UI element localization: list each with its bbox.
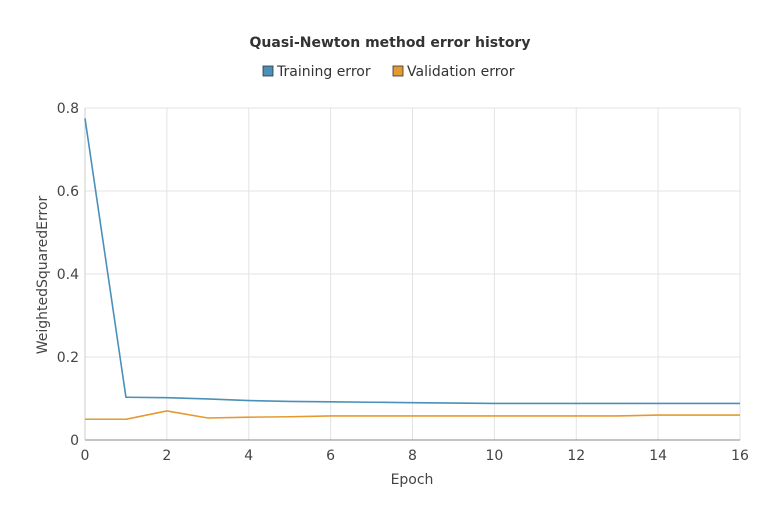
x-tick-label: 8 bbox=[408, 448, 417, 464]
axes: 0 2 4 6 8 10 12 14 16 0 0.2 0.4 0.6 0.8 bbox=[57, 101, 749, 464]
series-line-1 bbox=[85, 410, 740, 421]
legend-item[interactable]: Validation error bbox=[392, 64, 515, 80]
chart-title: Quasi-Newton method error history bbox=[250, 35, 531, 51]
y-tick-label: 0.6 bbox=[57, 184, 79, 200]
x-tick-label: 2 bbox=[162, 448, 171, 464]
x-tick-label: 16 bbox=[731, 448, 749, 464]
x-tick-label: 6 bbox=[326, 448, 335, 464]
y-tick-label: 0.8 bbox=[57, 101, 79, 117]
x-tick-label: 4 bbox=[244, 448, 253, 464]
legend-swatch bbox=[392, 65, 404, 77]
y-tick-label: 0.4 bbox=[57, 267, 79, 283]
x-tick-label: 12 bbox=[567, 448, 585, 464]
legend-swatch bbox=[262, 65, 274, 77]
grid bbox=[84, 107, 741, 441]
legend: Training error Validation error bbox=[262, 64, 515, 80]
x-axis-label: Epoch bbox=[391, 472, 434, 488]
legend-label: Training error bbox=[276, 64, 371, 80]
series-layer bbox=[84, 118, 740, 421]
legend-item[interactable]: Training error bbox=[262, 64, 371, 80]
x-tick-label: 10 bbox=[485, 448, 503, 464]
y-axis-label: WeightedSquaredError bbox=[35, 195, 51, 354]
series-line-0 bbox=[84, 118, 740, 405]
y-tick-label: 0.2 bbox=[57, 350, 79, 366]
legend-label: Validation error bbox=[407, 64, 515, 80]
x-tick-label: 14 bbox=[649, 448, 667, 464]
x-tick-label: 0 bbox=[81, 448, 90, 464]
y-tick-label: 0 bbox=[70, 433, 79, 449]
